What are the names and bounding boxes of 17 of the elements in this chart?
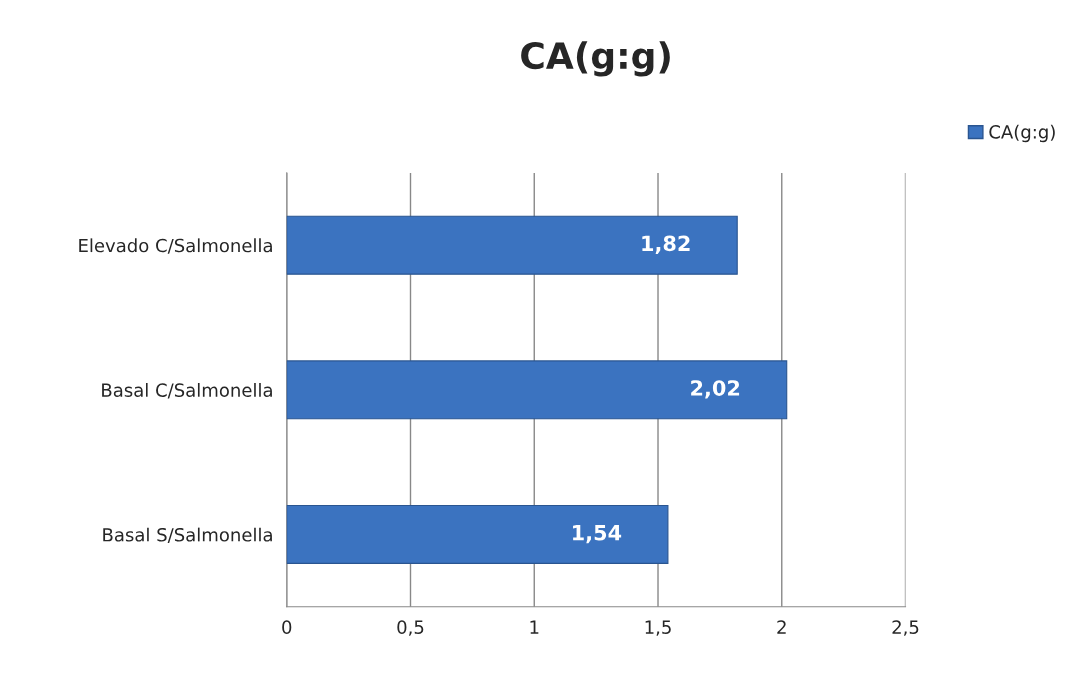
data-label: 1,54: [573, 525, 622, 544]
x-tick-label: 0: [282, 620, 292, 634]
y-tick-label: Basal C/Salmonella: [102, 382, 272, 399]
x-tick-label: 2: [777, 620, 786, 634]
y-tick-label: Elevado C/Salmonella: [79, 238, 272, 254]
x-tick-label: 1: [530, 620, 539, 634]
data-label: 2,02: [691, 380, 740, 399]
bar: [286, 215, 738, 275]
bar: [286, 505, 669, 564]
data-label: 1,82: [642, 235, 690, 254]
y-tick-label: Basal S/Salmonella: [103, 527, 272, 544]
x-tick-label: 2,5: [892, 620, 919, 636]
bar: [286, 360, 788, 420]
x-tick-label: 0,5: [397, 620, 424, 636]
chart-title: CA(g:g): [521, 41, 670, 77]
legend-label: CA(g:g): [989, 124, 1055, 143]
x-tick-label: 1,5: [645, 620, 671, 636]
